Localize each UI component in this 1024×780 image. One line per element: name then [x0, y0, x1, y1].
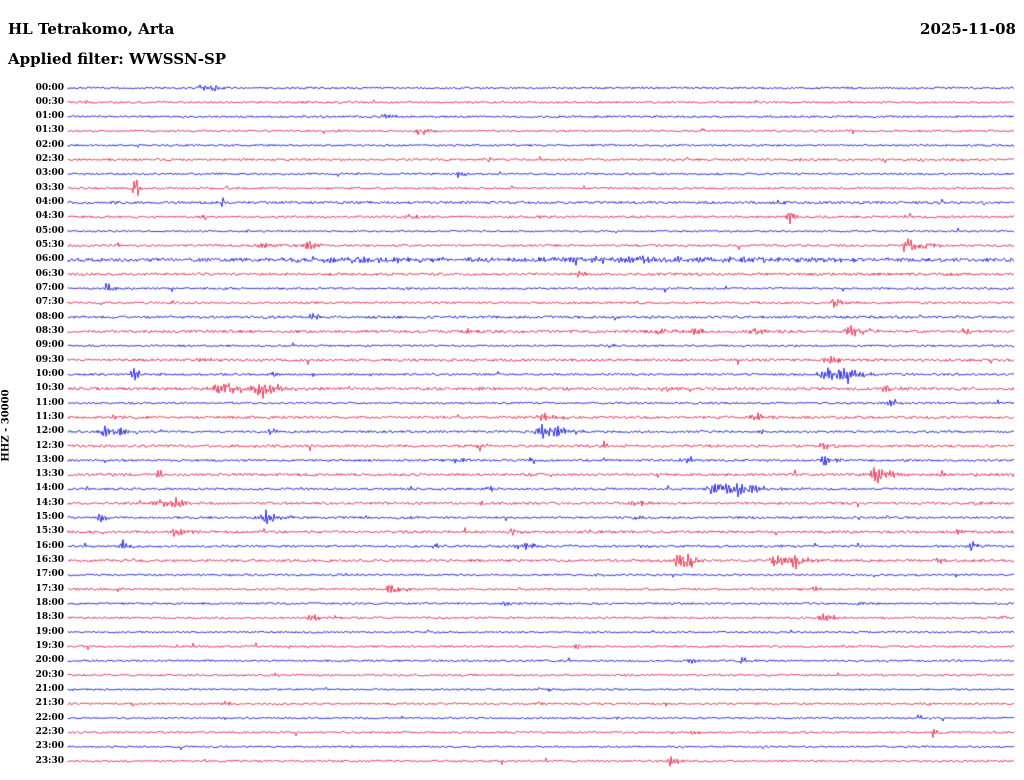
seismogram-traces-canvas	[0, 0, 1024, 780]
helicorder-page: HL Tetrakomo, Arta 2025-11-08 Applied fi…	[0, 0, 1024, 780]
